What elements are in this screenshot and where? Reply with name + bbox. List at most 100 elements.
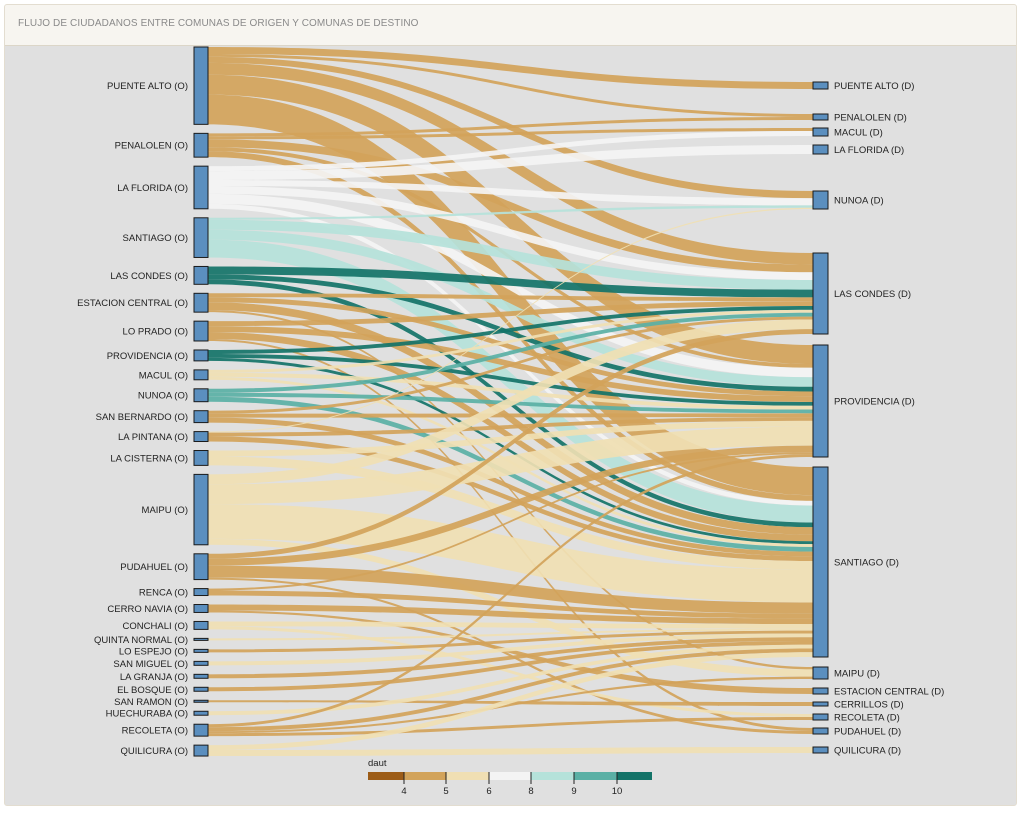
source-node[interactable] bbox=[193, 604, 209, 613]
source-node[interactable] bbox=[193, 473, 209, 546]
target-node[interactable] bbox=[812, 252, 829, 335]
source-node[interactable] bbox=[193, 620, 209, 630]
flow-link[interactable] bbox=[208, 53, 813, 117]
source-node[interactable] bbox=[193, 637, 209, 641]
flow-link[interactable] bbox=[208, 205, 813, 220]
source-node[interactable] bbox=[193, 450, 209, 466]
flow-link[interactable] bbox=[208, 538, 813, 677]
flow-link[interactable] bbox=[208, 74, 813, 364]
flow-link[interactable] bbox=[208, 139, 813, 273]
flow-link[interactable] bbox=[208, 128, 813, 140]
target-node[interactable] bbox=[812, 81, 829, 90]
target-node[interactable] bbox=[812, 666, 829, 680]
flow-link[interactable] bbox=[208, 420, 813, 457]
flow-link[interactable] bbox=[208, 229, 813, 387]
target-node[interactable] bbox=[812, 713, 829, 721]
flow-link[interactable] bbox=[208, 301, 813, 327]
source-node[interactable] bbox=[193, 46, 209, 125]
flow-link[interactable] bbox=[208, 610, 813, 694]
flow-link[interactable] bbox=[208, 452, 813, 591]
target-node[interactable] bbox=[812, 746, 829, 754]
source-node[interactable] bbox=[193, 710, 209, 716]
flow-link[interactable] bbox=[208, 417, 813, 557]
flow-link[interactable] bbox=[208, 628, 813, 641]
source-node[interactable] bbox=[193, 132, 209, 158]
flow-link[interactable] bbox=[208, 648, 813, 732]
flow-link[interactable] bbox=[208, 426, 813, 505]
flow-link[interactable] bbox=[208, 207, 813, 433]
flow-link[interactable] bbox=[208, 293, 813, 302]
flow-link[interactable] bbox=[208, 297, 813, 397]
flow-link[interactable] bbox=[208, 338, 813, 731]
flow-link[interactable] bbox=[208, 131, 813, 172]
source-node[interactable] bbox=[193, 723, 209, 737]
flow-link[interactable] bbox=[208, 316, 813, 414]
flow-link[interactable] bbox=[208, 266, 813, 298]
flow-link[interactable] bbox=[208, 630, 813, 653]
flow-link[interactable] bbox=[208, 185, 813, 280]
flow-link[interactable] bbox=[208, 652, 813, 751]
source-node[interactable] bbox=[193, 349, 209, 362]
flow-link[interactable] bbox=[208, 590, 813, 619]
flow-link[interactable] bbox=[208, 717, 813, 737]
flow-link[interactable] bbox=[208, 633, 813, 666]
flow-link[interactable] bbox=[208, 372, 813, 410]
flow-link[interactable] bbox=[208, 417, 813, 437]
target-node[interactable] bbox=[812, 127, 829, 137]
flow-link[interactable] bbox=[208, 306, 813, 354]
flow-link[interactable] bbox=[208, 274, 813, 392]
flow-link[interactable] bbox=[208, 456, 813, 570]
target-node[interactable] bbox=[812, 344, 829, 458]
source-node[interactable] bbox=[193, 660, 209, 666]
flow-link[interactable] bbox=[208, 180, 813, 206]
flow-link[interactable] bbox=[208, 310, 813, 670]
source-node[interactable] bbox=[193, 320, 209, 342]
flow-link[interactable] bbox=[208, 329, 813, 559]
source-node[interactable] bbox=[193, 744, 209, 757]
source-node[interactable] bbox=[193, 369, 209, 381]
target-node[interactable] bbox=[812, 190, 829, 210]
target-node[interactable] bbox=[812, 466, 829, 658]
flow-link[interactable] bbox=[208, 504, 813, 603]
flow-link[interactable] bbox=[208, 319, 813, 485]
flow-link[interactable] bbox=[208, 644, 813, 716]
flow-link[interactable] bbox=[208, 302, 813, 535]
target-node[interactable] bbox=[812, 144, 829, 155]
flow-link[interactable] bbox=[208, 353, 813, 406]
flow-link[interactable] bbox=[208, 604, 813, 625]
flow-link[interactable] bbox=[208, 454, 813, 728]
flow-link[interactable] bbox=[208, 747, 813, 757]
target-node[interactable] bbox=[812, 727, 829, 735]
target-node[interactable] bbox=[812, 701, 829, 707]
source-node[interactable] bbox=[193, 699, 209, 703]
flow-link[interactable] bbox=[208, 219, 813, 290]
flow-link[interactable] bbox=[208, 626, 813, 717]
source-node[interactable] bbox=[193, 265, 209, 285]
source-node[interactable] bbox=[193, 431, 209, 443]
flow-link[interactable] bbox=[208, 637, 813, 679]
source-node[interactable] bbox=[193, 648, 209, 653]
flow-link[interactable] bbox=[208, 676, 813, 734]
source-node[interactable] bbox=[193, 410, 209, 424]
flow-link[interactable] bbox=[208, 621, 813, 629]
target-node[interactable] bbox=[812, 113, 829, 121]
flow-link[interactable] bbox=[208, 641, 813, 692]
flow-link[interactable] bbox=[208, 445, 813, 566]
flow-link[interactable] bbox=[208, 436, 813, 562]
source-node[interactable] bbox=[193, 388, 209, 403]
source-node[interactable] bbox=[193, 673, 209, 679]
target-node[interactable] bbox=[812, 687, 829, 695]
flow-link[interactable] bbox=[208, 47, 813, 89]
flow-link[interactable] bbox=[208, 357, 813, 545]
source-node[interactable] bbox=[193, 292, 209, 313]
flow-link[interactable] bbox=[208, 151, 813, 501]
flow-link[interactable] bbox=[208, 312, 813, 393]
source-node[interactable] bbox=[193, 217, 209, 258]
flow-link[interactable] bbox=[208, 309, 813, 373]
source-node[interactable] bbox=[193, 165, 209, 210]
flow-link[interactable] bbox=[208, 145, 813, 181]
flow-link[interactable] bbox=[208, 117, 813, 137]
source-node[interactable] bbox=[193, 588, 209, 597]
flow-link[interactable] bbox=[208, 94, 813, 496]
source-node[interactable] bbox=[193, 553, 209, 581]
